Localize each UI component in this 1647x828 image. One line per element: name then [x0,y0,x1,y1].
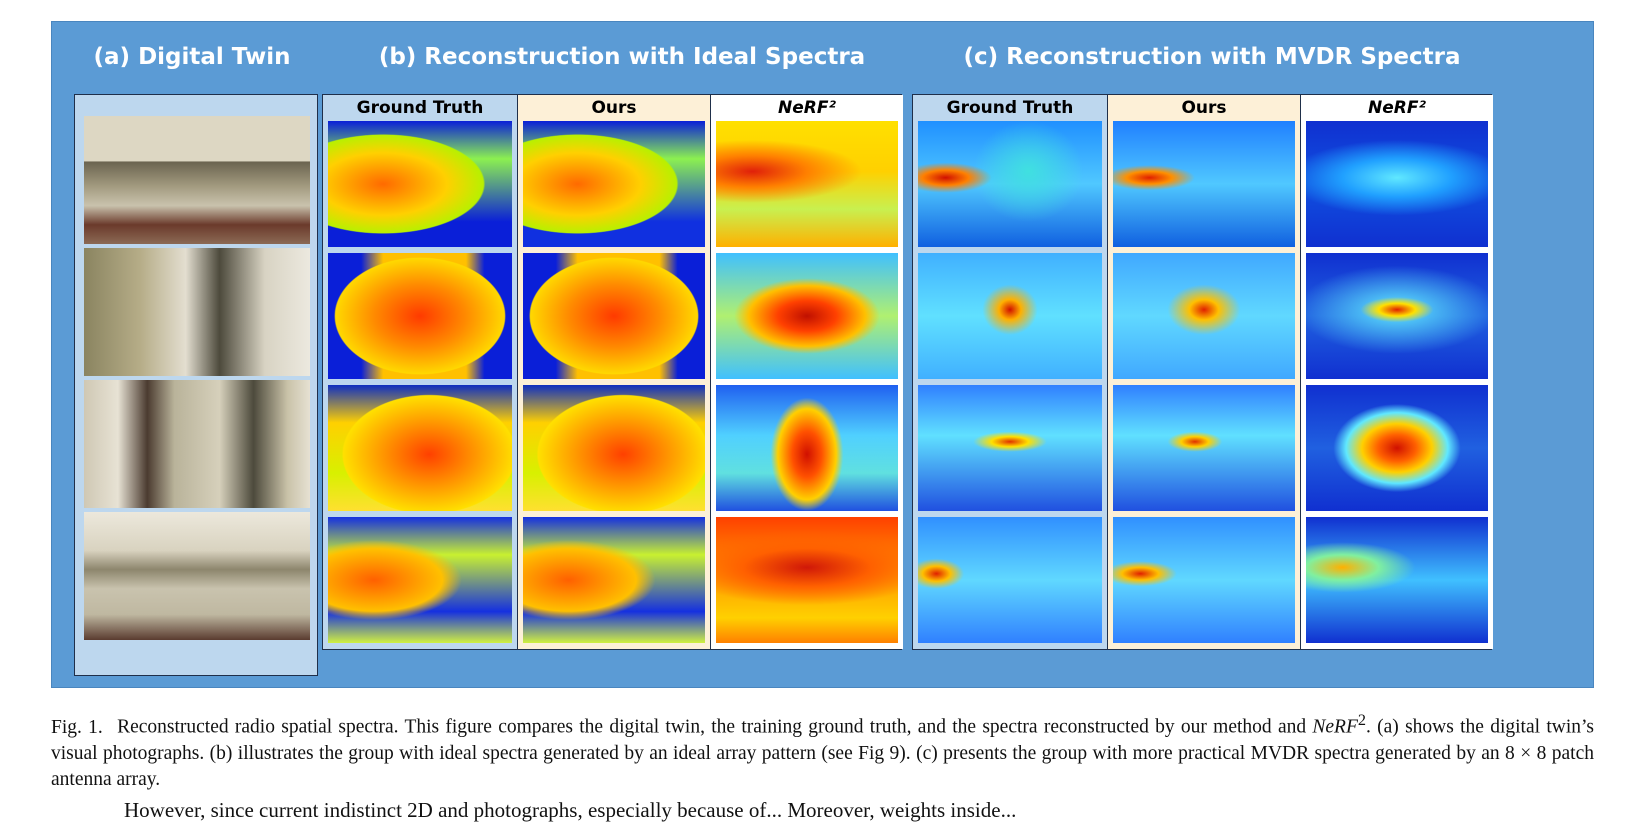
spectrum-tile [716,253,898,379]
section-title-mvdr: (c) Reconstruction with MVDR Spectra [963,44,1461,70]
caption-text-part1: Reconstructed radio spatial spectra. Thi… [117,716,1307,738]
column-header-ours: Ours [1181,98,1227,118]
spectrum-tile [1113,253,1295,379]
spectrum-tile [523,253,705,379]
section-title-ideal: (b) Reconstruction with Ideal Spectra [378,44,866,70]
column-ground-truth: Ground Truth [323,95,517,649]
spectrum-tile [1113,517,1295,643]
spectrum-tile [918,253,1102,379]
spectrum-tile [1113,385,1295,511]
column-ground-truth: Ground Truth [913,95,1107,649]
spectrum-tile [716,517,898,643]
room-photo [84,248,310,376]
figure-panel: (a) Digital Twin (b) Reconstruction with… [51,21,1594,688]
spectrum-tile [918,121,1102,247]
spectrum-tile [716,385,898,511]
spectrum-tile [328,385,512,511]
spectrum-tile [523,385,705,511]
spectrum-tile [328,121,512,247]
spectrum-tile [1306,121,1488,247]
room-photo [84,116,310,244]
column-nerf2: NeRF² [1300,95,1493,649]
figure-caption: Fig. 1. Reconstructed radio spatial spec… [51,707,1594,793]
column-ours: Ours [1107,95,1300,649]
column-nerf2: NeRF² [710,95,903,649]
section-title-digital-twin: (a) Digital Twin [93,44,291,70]
spectrum-tile [1306,253,1488,379]
room-photo [84,512,310,640]
digital-twin-group [74,94,318,676]
mvdr-spectra-group: Ground Truth Ours NeRF² [912,94,1493,650]
spectrum-tile [716,121,898,247]
caption-nerf-term: NeRF [1312,716,1358,738]
spectrum-tile [918,385,1102,511]
column-header-nerf2: NeRF² [1368,98,1426,118]
spectrum-tile [1306,517,1488,643]
spectrum-tile [523,121,705,247]
room-photo [84,380,310,508]
spectrum-tile [328,517,512,643]
spectrum-tile [918,517,1102,643]
column-header-ground-truth: Ground Truth [946,98,1074,118]
body-text-line: However, since current indistinct 2D and… [124,798,1017,822]
spectrum-tile [328,253,512,379]
column-header-nerf2: NeRF² [778,98,836,118]
spectrum-tile [523,517,705,643]
column-header-ground-truth: Ground Truth [356,98,484,118]
ideal-spectra-group: Ground Truth Ours NeRF² [322,94,903,650]
caption-text-part2: . (a) shows the digital twin’s visual ph… [51,716,1594,790]
spectrum-tile [1113,121,1295,247]
spectrum-tile [1306,385,1488,511]
caption-nerf-sup: 2 [1357,711,1366,729]
column-ours: Ours [517,95,710,649]
column-header-ours: Ours [591,98,637,118]
caption-label: Fig. 1. [51,716,103,738]
